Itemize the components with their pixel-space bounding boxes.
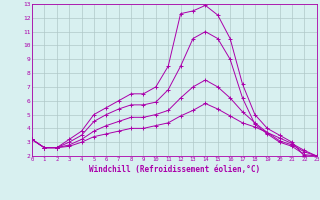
X-axis label: Windchill (Refroidissement éolien,°C): Windchill (Refroidissement éolien,°C) <box>89 165 260 174</box>
